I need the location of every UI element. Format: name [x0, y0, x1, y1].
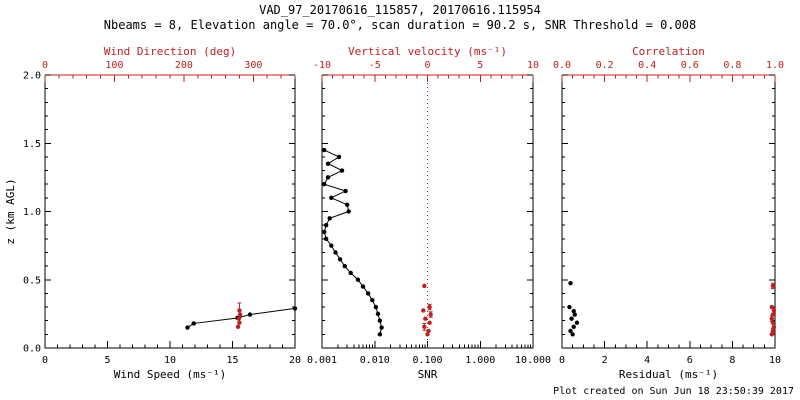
x-tick-label: 0.100	[412, 355, 442, 366]
y-tick-label: 1.5	[23, 139, 41, 150]
panel-snr: 0.001 0.010 0.100 1.000 10.000 SNR -10 -5 0 5 10 Ve…	[307, 45, 551, 381]
y-tick-label: 1.0	[23, 207, 41, 218]
series-correlation	[769, 282, 777, 337]
series-vertical-velocity	[421, 283, 433, 337]
top-axis-residual: 0.0 0.2 0.4 0.6 0.8 1.0 Correlation	[553, 45, 784, 82]
x-tick-label: 0.2	[596, 60, 614, 71]
top-axis-wind: 0 100 200 300 Wind Direction (deg)	[42, 45, 296, 82]
x-tick-label: 10	[527, 60, 539, 71]
y-axis-snr	[322, 74, 533, 349]
x-tick-label: 200	[175, 60, 193, 71]
x-tick-label: -5	[369, 60, 381, 71]
x-tick-label: 5	[477, 60, 483, 71]
x-tick-label: 0	[42, 355, 48, 366]
x-tick-label: 4	[644, 355, 650, 366]
y-axis-residual	[562, 74, 775, 349]
bottom-axis-residual: 0 2 4 6 8 10 Residual (ms⁻¹)	[559, 341, 781, 381]
x-tick-label: 0.4	[638, 60, 656, 71]
series-snr-profile	[321, 147, 384, 337]
y-tick-label: 2.0	[23, 71, 41, 82]
top-axis-title: Correlation	[632, 45, 705, 58]
x-tick-label: 10	[164, 355, 176, 366]
top-axis-title: Wind Direction (deg)	[104, 45, 236, 58]
series-wind-direction	[235, 302, 243, 330]
y-tick-label: 0.5	[23, 275, 41, 286]
panel-residual: 0 2 4 6 8 10 Residual (ms⁻¹) 0.0 0.2 0.4 0.6 0.8 1.0…	[553, 45, 784, 381]
x-tick-label: 1.0	[766, 60, 784, 71]
x-tick-label: 0	[559, 355, 565, 366]
x-tick-label: 10	[769, 355, 781, 366]
y-tick-label: 0.0	[23, 344, 41, 355]
x-tick-label: 0.6	[681, 60, 699, 71]
x-tick-label: 0.001	[307, 355, 337, 366]
bottom-axis-title: Wind Speed (ms⁻¹)	[114, 368, 227, 381]
x-tick-label: 0.010	[360, 355, 390, 366]
top-axis-title: Vertical velocity (ms⁻¹)	[348, 45, 507, 58]
x-tick-label: -10	[313, 60, 331, 71]
x-tick-label: 100	[105, 60, 123, 71]
y-axis-title: z (km AGL)	[4, 178, 17, 244]
x-tick-label: 15	[226, 355, 238, 366]
x-tick-label: 300	[244, 60, 262, 71]
bottom-axis-title: Residual (ms⁻¹)	[619, 368, 718, 381]
x-tick-label: 2	[602, 355, 608, 366]
x-tick-label: 5	[104, 355, 110, 366]
series-residual	[567, 280, 580, 337]
bottom-axis-snr: 0.001 0.010 0.100 1.000 10.000 SNR	[307, 341, 551, 381]
x-tick-label: 6	[687, 355, 693, 366]
y-axis-wind: 0.0 0.5 1.0 1.5 2.0	[23, 71, 295, 355]
x-tick-label: 20	[289, 355, 301, 366]
plot-created-timestamp: Plot created on Sun Jun 18 23:50:39 2017	[553, 386, 794, 397]
x-tick-label: 0.0	[553, 60, 571, 71]
top-axis-snr: -10 -5 0 5 10 Vertical velocity (ms⁻¹)	[313, 45, 539, 82]
x-tick-label: 0	[42, 60, 48, 71]
bottom-axis-wind: 0 5 10 15 20 Wind Speed (ms⁻¹)	[42, 341, 301, 381]
x-tick-label: 8	[729, 355, 735, 366]
plot-subtitle: Nbeams = 8, Elevation angle = 70.0°, sca…	[103, 18, 697, 32]
x-tick-label: 1.000	[465, 355, 495, 366]
x-tick-label: 10.000	[515, 355, 551, 366]
bottom-axis-title: SNR	[418, 368, 438, 381]
x-tick-label: 0.8	[723, 60, 741, 71]
x-tick-label: 0	[424, 60, 430, 71]
plot-title: VAD_97_20170616_115857, 20170616.115954	[259, 3, 541, 17]
